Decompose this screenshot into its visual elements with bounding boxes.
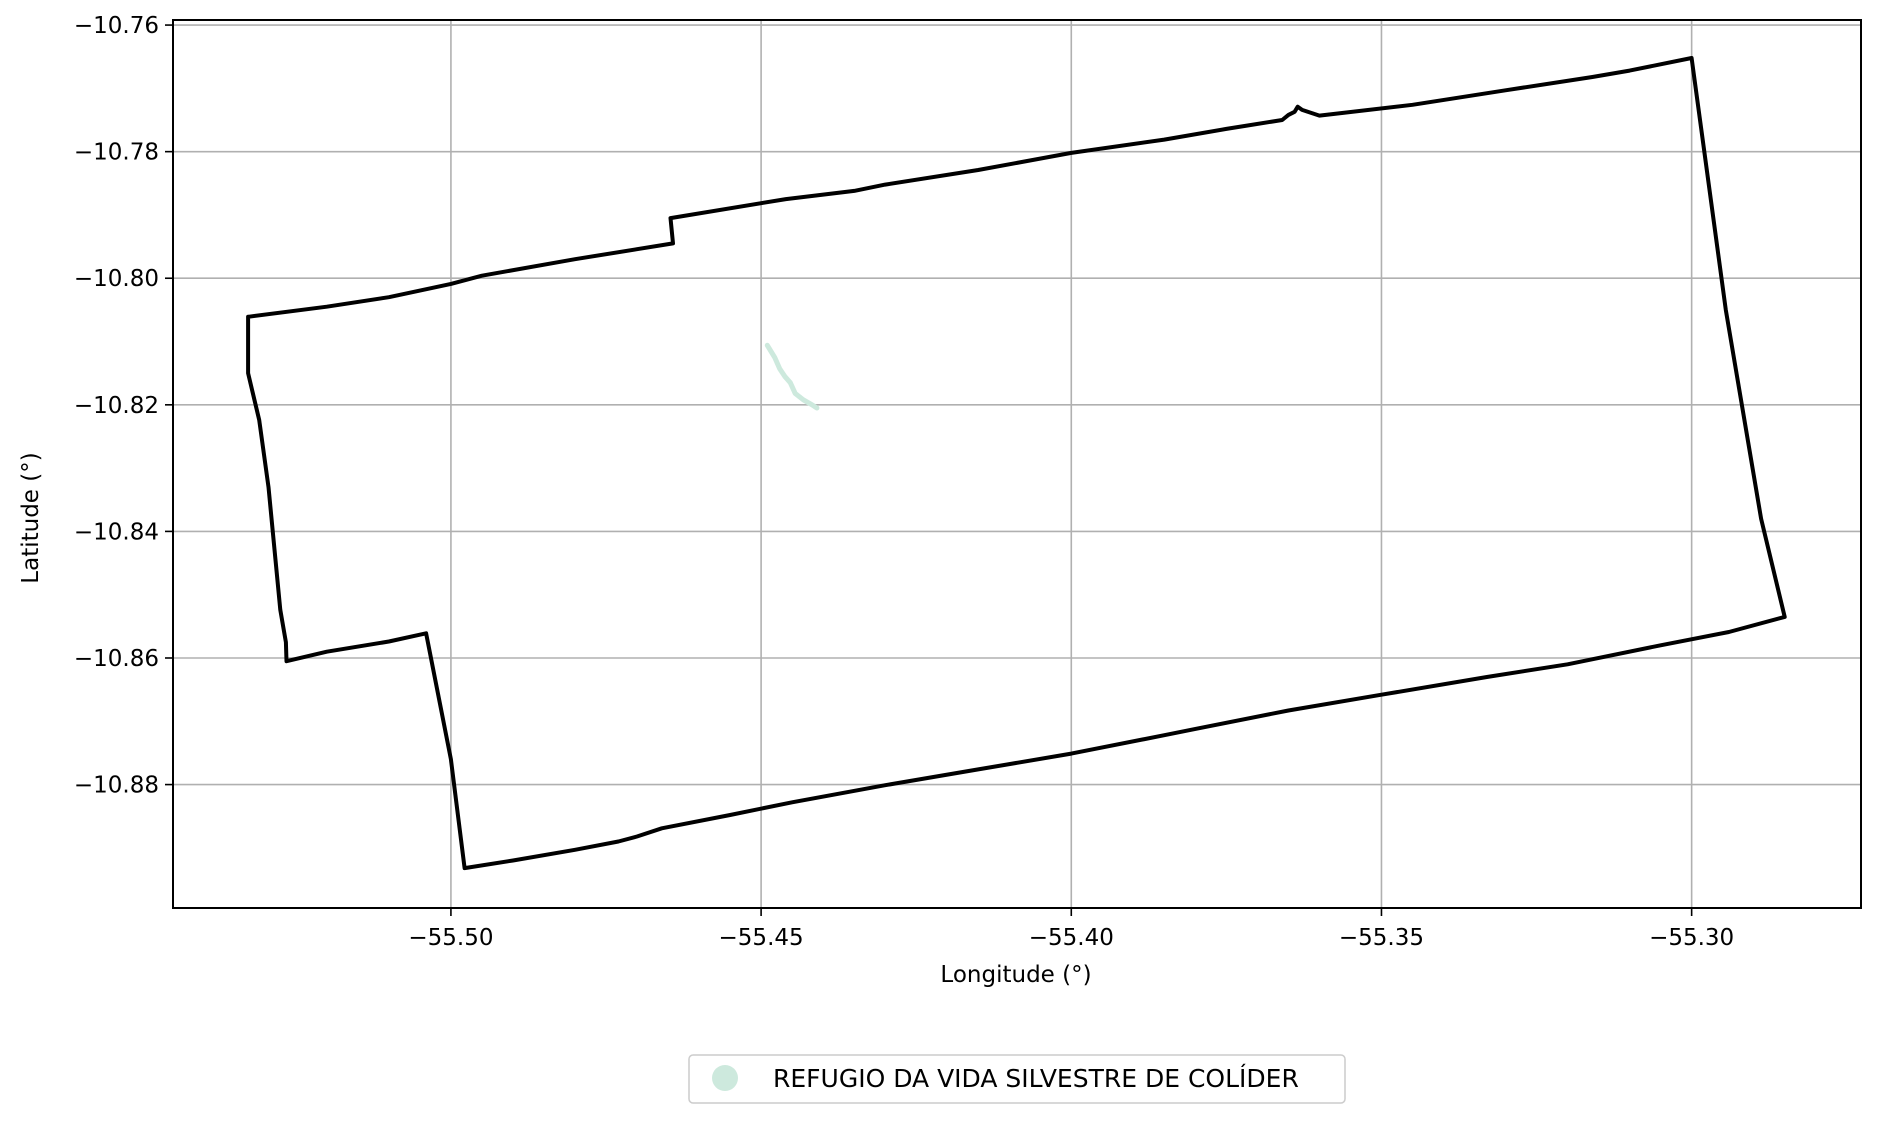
y-tick-label: −10.82 — [74, 393, 159, 419]
axes-frame — [172, 19, 1862, 909]
y-tick-label: −10.80 — [74, 266, 159, 292]
y-tick-label: −10.88 — [74, 773, 159, 799]
x-axis-label: Longitude (°) — [940, 962, 1091, 988]
y-tick-label: −10.78 — [74, 140, 159, 166]
refuge-feature-line — [764, 342, 820, 411]
legend: REFUGIO DA VIDA SILVESTRE DE COLÍDER — [688, 1054, 1346, 1104]
legend-marker — [712, 1065, 738, 1091]
x-tick-label: −55.50 — [408, 925, 493, 951]
legend-box — [688, 1054, 1346, 1104]
y-tick-label: −10.76 — [74, 13, 159, 39]
boundary-outline — [246, 56, 1787, 871]
x-tick-labels: −55.50 −55.45 −55.40 −55.35 −55.30 — [408, 925, 1734, 951]
tick-marks — [165, 24, 1693, 916]
x-tick-label: −55.30 — [1649, 925, 1734, 951]
map-data — [246, 56, 1787, 871]
y-tick-label: −10.86 — [74, 646, 159, 672]
y-tick-label: −10.84 — [74, 519, 159, 545]
legend-label: REFUGIO DA VIDA SILVESTRE DE COLÍDER — [773, 1064, 1299, 1093]
x-tick-label: −55.40 — [1029, 925, 1114, 951]
y-axis-label: Latitude (°) — [18, 452, 44, 583]
x-tick-label: −55.45 — [719, 925, 804, 951]
y-tick-labels: −10.76 −10.78 −10.80 −10.82 −10.84 −10.86 −10.… — [74, 13, 159, 799]
x-tick-label: −55.35 — [1339, 925, 1424, 951]
